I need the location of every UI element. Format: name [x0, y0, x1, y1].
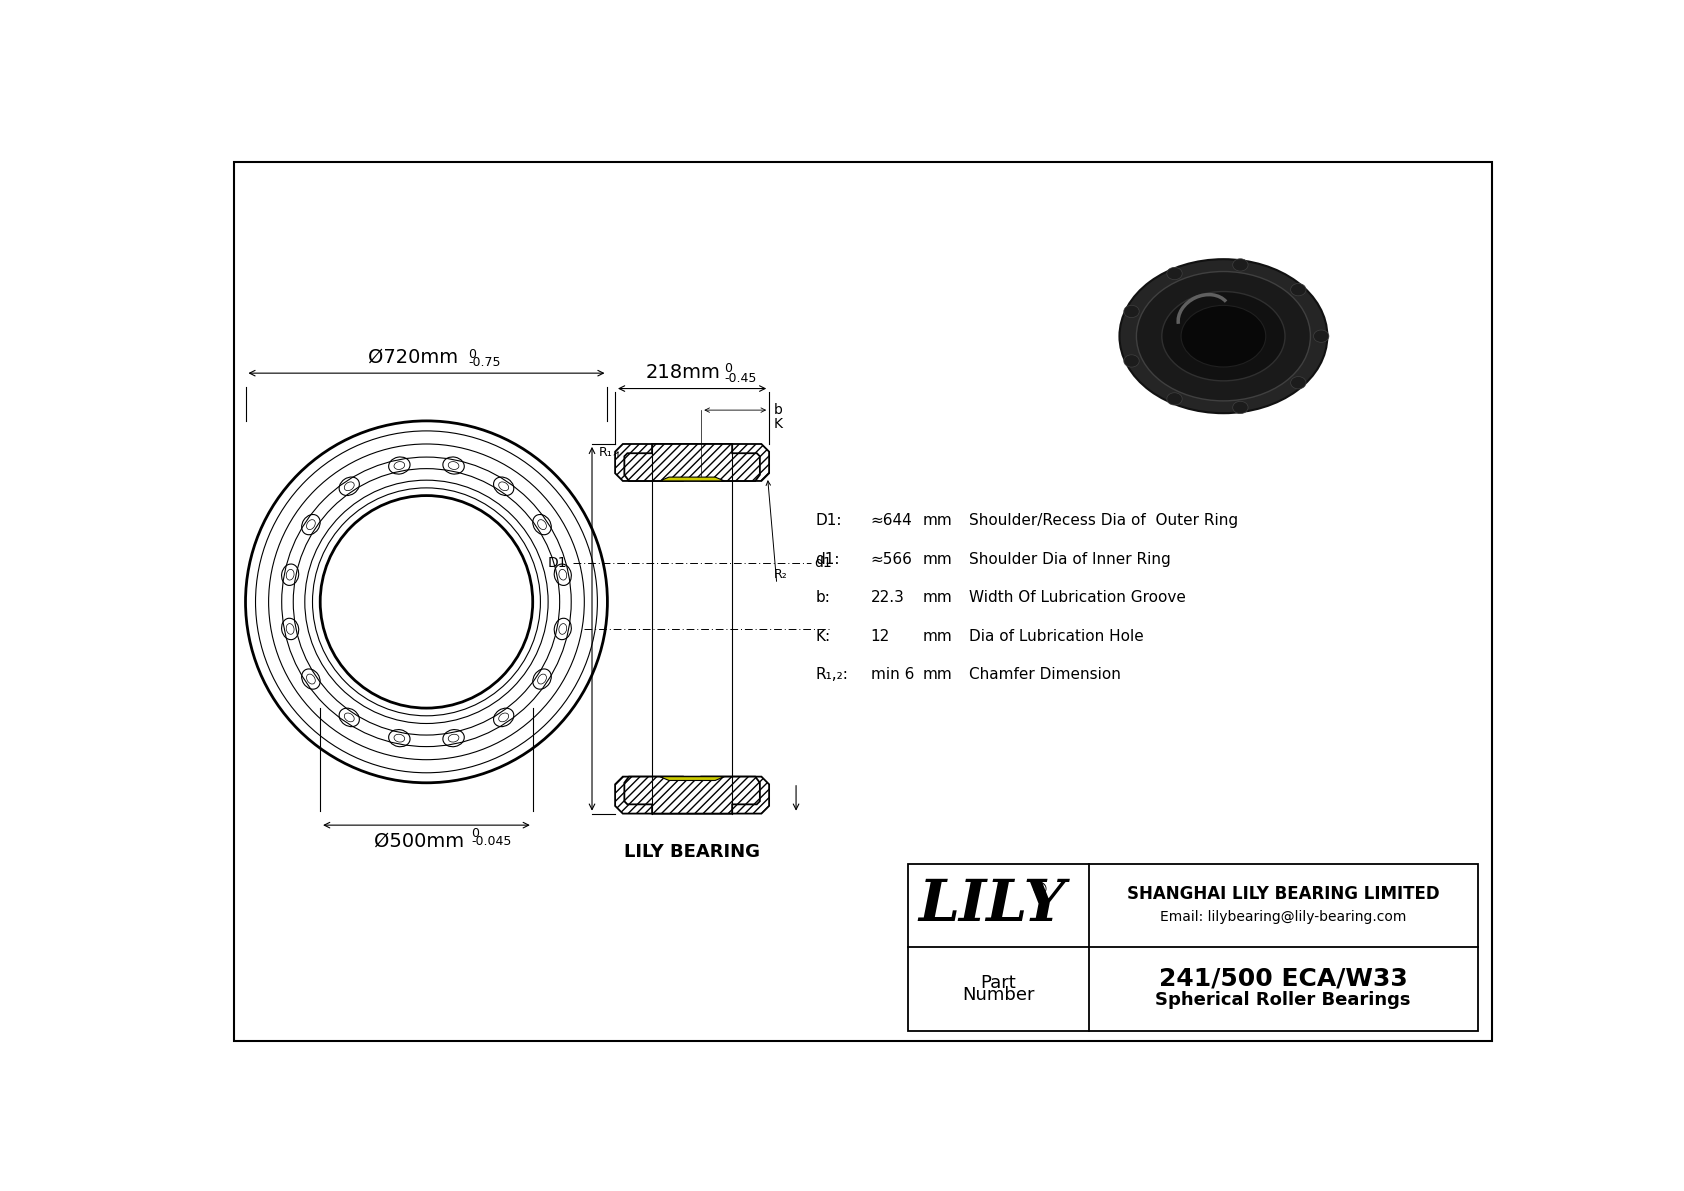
Ellipse shape: [1162, 292, 1285, 381]
Ellipse shape: [1167, 393, 1182, 405]
Text: 0: 0: [724, 362, 733, 375]
Text: Spherical Roller Bearings: Spherical Roller Bearings: [1155, 991, 1411, 1009]
Text: Shoulder Dia of Inner Ring: Shoulder Dia of Inner Ring: [970, 551, 1170, 567]
Ellipse shape: [1180, 305, 1266, 367]
Text: D1:: D1:: [815, 513, 842, 529]
Text: 22.3: 22.3: [871, 591, 904, 605]
Ellipse shape: [1120, 260, 1327, 413]
Ellipse shape: [1123, 355, 1138, 367]
Text: Shoulder/Recess Dia of  Outer Ring: Shoulder/Recess Dia of Outer Ring: [970, 513, 1238, 529]
Polygon shape: [625, 444, 759, 481]
Polygon shape: [660, 777, 724, 780]
Text: -0.75: -0.75: [468, 356, 500, 369]
Text: -0.045: -0.045: [472, 835, 512, 848]
Text: Chamfer Dimension: Chamfer Dimension: [970, 667, 1122, 682]
Text: 0: 0: [468, 348, 477, 361]
Ellipse shape: [1233, 258, 1248, 272]
Text: -0.45: -0.45: [724, 372, 756, 385]
Ellipse shape: [1123, 305, 1138, 318]
Text: Width Of Lubrication Groove: Width Of Lubrication Groove: [970, 591, 1186, 605]
Text: mm: mm: [923, 513, 953, 529]
Ellipse shape: [1290, 283, 1307, 295]
Text: Ø500mm: Ø500mm: [374, 831, 463, 850]
Text: 0: 0: [472, 827, 480, 840]
Text: Part: Part: [980, 974, 1015, 992]
Text: mm: mm: [923, 591, 953, 605]
Ellipse shape: [1167, 267, 1182, 280]
Text: b: b: [773, 403, 783, 417]
Text: ≈644: ≈644: [871, 513, 913, 529]
Ellipse shape: [1290, 376, 1307, 389]
Polygon shape: [615, 777, 770, 813]
Text: LILY BEARING: LILY BEARING: [625, 843, 759, 861]
Text: ®: ®: [1031, 881, 1049, 899]
Text: d1: d1: [813, 556, 832, 570]
Text: Ø720mm: Ø720mm: [367, 348, 458, 367]
Text: ≈566: ≈566: [871, 551, 913, 567]
Text: Email: lilybearing@lily-bearing.com: Email: lilybearing@lily-bearing.com: [1160, 910, 1406, 924]
Text: mm: mm: [923, 551, 953, 567]
Polygon shape: [660, 478, 724, 481]
Text: d1:: d1:: [815, 551, 840, 567]
Text: b:: b:: [815, 591, 830, 605]
Text: LILY: LILY: [918, 877, 1066, 934]
Text: 241/500 ECA/W33: 241/500 ECA/W33: [1159, 966, 1408, 990]
Text: mm: mm: [923, 667, 953, 682]
Text: min 6: min 6: [871, 667, 914, 682]
Text: Number: Number: [962, 986, 1034, 1004]
Text: R₁,₂:: R₁,₂:: [815, 667, 849, 682]
Text: K: K: [773, 417, 783, 431]
Text: SHANGHAI LILY BEARING LIMITED: SHANGHAI LILY BEARING LIMITED: [1127, 885, 1440, 903]
Text: R₂: R₂: [773, 568, 788, 581]
Ellipse shape: [1314, 330, 1329, 342]
Text: K:: K:: [815, 629, 830, 644]
Ellipse shape: [1233, 401, 1248, 413]
Polygon shape: [615, 444, 770, 481]
Text: mm: mm: [923, 629, 953, 644]
Text: 218mm: 218mm: [645, 362, 721, 381]
Text: 12: 12: [871, 629, 891, 644]
Ellipse shape: [1137, 272, 1310, 401]
Text: Dia of Lubrication Hole: Dia of Lubrication Hole: [970, 629, 1143, 644]
Text: D1: D1: [547, 556, 568, 570]
Polygon shape: [625, 777, 759, 813]
Text: R₁: R₁: [598, 445, 611, 459]
